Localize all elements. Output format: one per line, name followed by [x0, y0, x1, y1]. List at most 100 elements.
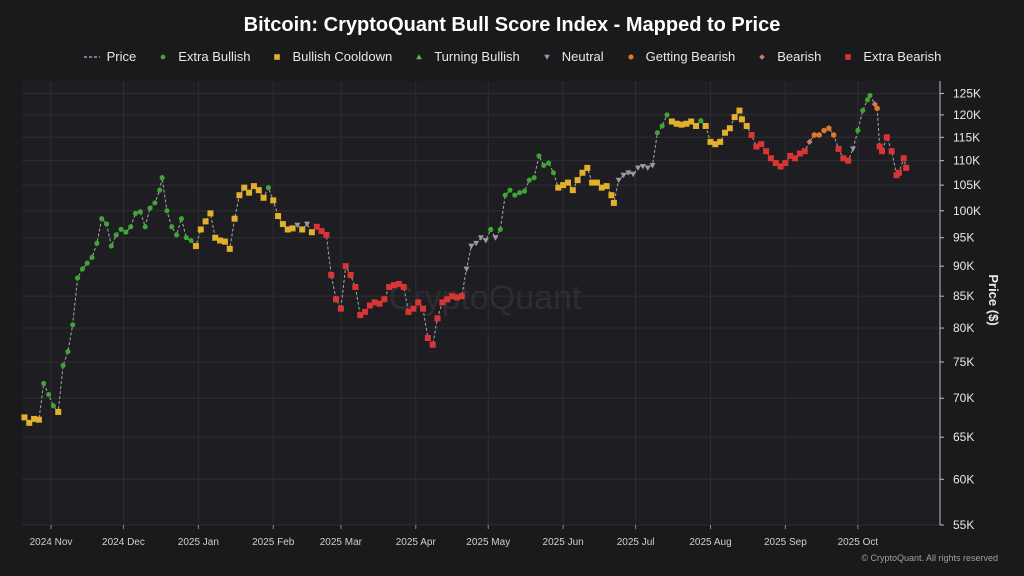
- data-point-xb: [777, 163, 784, 170]
- data-point-gb: [821, 127, 827, 134]
- legend-label: Bearish: [777, 49, 822, 64]
- y-tick-label: 70K: [953, 391, 974, 405]
- legend-item-p[interactable]: Price: [83, 49, 136, 64]
- data-point-b: [871, 101, 878, 108]
- x-tick-label: 2025 Apr: [396, 537, 437, 548]
- legend-marker-xb: [845, 53, 852, 60]
- data-point-bc: [721, 129, 728, 136]
- legend-item-n[interactable]: Neutral: [538, 49, 604, 64]
- data-point-eb: [118, 226, 124, 233]
- x-tick-label: 2024 Dec: [102, 537, 145, 548]
- x-tick-label: 2025 Oct: [838, 537, 879, 548]
- data-point-bc: [192, 243, 199, 250]
- legend-label: Neutral: [561, 49, 604, 64]
- y-tick-label: 100K: [953, 204, 981, 218]
- data-point-eb: [70, 322, 76, 328]
- data-point-xb: [876, 143, 883, 150]
- data-point-eb: [99, 216, 105, 222]
- y-tick-label: 85K: [953, 289, 974, 303]
- data-point-bc: [221, 238, 228, 245]
- legend-swatch: [543, 54, 550, 60]
- legend-item-bc[interactable]: Bullish Cooldown: [268, 49, 392, 64]
- y-tick-label: 55K: [953, 518, 974, 532]
- y-tick-label: 60K: [953, 472, 974, 486]
- legend-marker-n: [543, 54, 550, 60]
- data-point-eb: [664, 112, 670, 118]
- data-point-eb: [65, 349, 71, 355]
- legend-swatch: [274, 53, 281, 60]
- y-tick-label: 110K: [953, 154, 980, 168]
- x-tick-label: 2025 Mar: [320, 537, 363, 548]
- x-tick-label: 2025 Feb: [252, 537, 295, 548]
- data-point-xb: [792, 155, 799, 162]
- data-point-xb: [371, 299, 378, 306]
- data-point-bc: [55, 408, 62, 415]
- x-tick-label: 2025 Jul: [617, 537, 655, 548]
- legend-item-gb[interactable]: Getting Bearish: [622, 49, 735, 64]
- data-point-eb: [104, 221, 110, 227]
- data-point-bc: [217, 237, 224, 244]
- y-tick-label: 95K: [953, 231, 974, 245]
- data-point-xb: [424, 334, 431, 341]
- data-point-xb: [835, 145, 842, 152]
- legend-item-b[interactable]: Bearish: [753, 49, 821, 64]
- legend-item-tb[interactable]: Turning Bullish: [410, 49, 520, 64]
- data-point-n: [639, 164, 646, 170]
- data-point-xb: [415, 299, 422, 306]
- data-point-bc: [579, 169, 586, 176]
- data-point-eb: [164, 208, 170, 214]
- x-tick-label: 2025 Aug: [689, 537, 731, 548]
- data-point-bc: [560, 182, 567, 189]
- data-point-bc: [31, 415, 38, 422]
- data-point-bc: [702, 122, 709, 129]
- data-point-eb: [79, 266, 85, 272]
- plot-area: [22, 81, 940, 525]
- x-tick-label: 2025 Jan: [178, 537, 219, 548]
- data-point-eb: [174, 232, 180, 238]
- legend-marker-eb: [160, 54, 166, 59]
- legend-item-eb[interactable]: Extra Bullish: [154, 49, 250, 64]
- data-point-eb: [654, 130, 660, 136]
- legend-label: Extra Bullish: [178, 49, 251, 64]
- data-point-n: [463, 266, 470, 273]
- data-point-bc: [593, 179, 600, 186]
- data-point-bc: [736, 107, 743, 114]
- legend-item-xb[interactable]: Extra Bearish: [839, 49, 941, 64]
- data-point-eb: [157, 187, 163, 193]
- data-point-xb: [883, 134, 890, 141]
- data-point-eb: [507, 187, 513, 193]
- x-tick-label: 2025 May: [466, 537, 510, 548]
- data-point-bc: [207, 210, 214, 217]
- data-point-bc: [731, 114, 738, 121]
- data-point-eb: [265, 185, 271, 191]
- x-tick-label: 2024 Nov: [30, 537, 73, 548]
- data-point-xb: [888, 148, 895, 155]
- data-point-xb: [434, 315, 441, 322]
- data-point-xb: [405, 308, 412, 315]
- data-point-eb: [860, 108, 866, 114]
- data-point-xb: [366, 302, 373, 309]
- data-point-xb: [748, 132, 755, 139]
- data-point-bc: [598, 184, 605, 191]
- y-tick-label: 80K: [953, 321, 974, 335]
- data-point-n: [649, 163, 656, 169]
- data-point-eb: [108, 243, 114, 249]
- data-point-eb: [512, 192, 518, 198]
- data-point-xb: [753, 143, 760, 150]
- data-point-xb: [347, 271, 354, 278]
- data-point-bc: [738, 116, 745, 123]
- y-tick-label: 65K: [953, 430, 974, 444]
- data-point-xb: [362, 308, 369, 315]
- data-point-n: [644, 165, 651, 171]
- data-point-bc: [26, 419, 33, 426]
- data-point-xb: [333, 296, 340, 303]
- x-tick-label: 2025 Sep: [764, 537, 807, 548]
- data-point-gb: [874, 105, 880, 112]
- data-point-xb: [391, 282, 398, 289]
- data-point-eb: [867, 93, 873, 99]
- legend-label: Extra Bearish: [863, 49, 942, 64]
- legend-label: Turning Bullish: [434, 49, 520, 64]
- y-tick-label: 120K: [953, 108, 981, 122]
- data-point-bc: [202, 218, 209, 225]
- data-point-n: [468, 243, 475, 250]
